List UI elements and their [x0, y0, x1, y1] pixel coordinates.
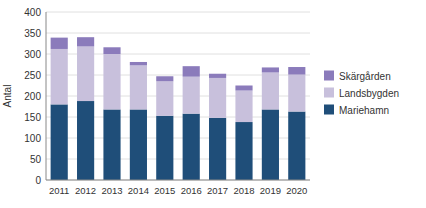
x-axis-line: [46, 180, 310, 181]
bar-segment: [130, 62, 147, 65]
bar-segment: [183, 66, 200, 77]
bar-segment: [235, 122, 252, 180]
grid: [46, 12, 310, 180]
bar-segment: [235, 91, 252, 123]
y-axis-line: [46, 12, 47, 180]
bar-segment: [51, 38, 68, 49]
bar-segment: [77, 101, 94, 180]
y-tick-label: 250: [24, 70, 41, 81]
bar-segment: [262, 67, 279, 72]
grid-line: [46, 12, 310, 13]
bars: [51, 37, 306, 180]
x-tick-label: 2011: [49, 185, 69, 196]
legend: Skärgården Landsbygden Mariehamn: [324, 71, 399, 116]
bar-segment: [209, 74, 226, 78]
bar-segment: [103, 54, 120, 109]
y-tick-label: 150: [24, 112, 41, 123]
bar-segment: [183, 77, 200, 114]
y-tick-label: 50: [30, 154, 42, 165]
bar-segment: [288, 75, 305, 112]
y-tick-label: 350: [24, 28, 41, 39]
y-tick-label: 100: [24, 133, 41, 144]
y-axis-label: Antal: [2, 85, 13, 108]
grid-line: [46, 33, 310, 34]
legend-swatch: [324, 105, 334, 115]
legend-label: Mariehamn: [339, 105, 389, 116]
x-tick-label: 2020: [286, 185, 307, 196]
bar-segment: [183, 114, 200, 180]
y-tick-label: 200: [24, 91, 41, 102]
legend-swatch: [324, 71, 334, 81]
bar-segment: [262, 72, 279, 109]
bar-segment: [156, 76, 173, 81]
legend-swatch: [324, 88, 334, 98]
bar-segment: [235, 86, 252, 91]
x-tick-label: 2012: [75, 185, 96, 196]
x-tick-label: 2013: [101, 185, 122, 196]
bar-segment: [209, 118, 226, 180]
bar-segment: [262, 109, 279, 180]
bar-segment: [156, 81, 173, 115]
bar-segment: [103, 47, 120, 54]
bar-segment: [51, 49, 68, 104]
bar-segment: [103, 109, 120, 180]
x-tick-label: 2015: [154, 185, 175, 196]
y-tick-label: 400: [24, 7, 41, 18]
bar-segment: [130, 65, 147, 109]
x-tick-label: 2014: [128, 185, 149, 196]
grid-line: [46, 180, 310, 181]
bar-segment: [130, 109, 147, 180]
bar-segment: [288, 67, 305, 75]
legend-label: Landsbygden: [339, 88, 399, 99]
y-tick-label: 300: [24, 49, 41, 60]
bar-segment: [209, 78, 226, 118]
chart: 0 50 100 150 200 250 300 350 400 2011 2012 2013 2014…: [0, 0, 426, 208]
x-tick-label: 2016: [181, 185, 202, 196]
x-tick-label: 2019: [260, 185, 281, 196]
x-tick-label: 2017: [207, 185, 228, 196]
bar-segment: [77, 37, 94, 46]
bar-segment: [51, 104, 68, 180]
chart-container: 0 50 100 150 200 250 300 350 400 2011 2012 2013 2014…: [0, 0, 426, 208]
legend-label: Skärgården: [339, 71, 391, 82]
bar-segment: [288, 112, 305, 180]
bar-segment: [77, 46, 94, 101]
x-tick-label: 2018: [233, 185, 254, 196]
y-tick-label: 0: [35, 175, 41, 186]
bar-segment: [156, 116, 173, 180]
